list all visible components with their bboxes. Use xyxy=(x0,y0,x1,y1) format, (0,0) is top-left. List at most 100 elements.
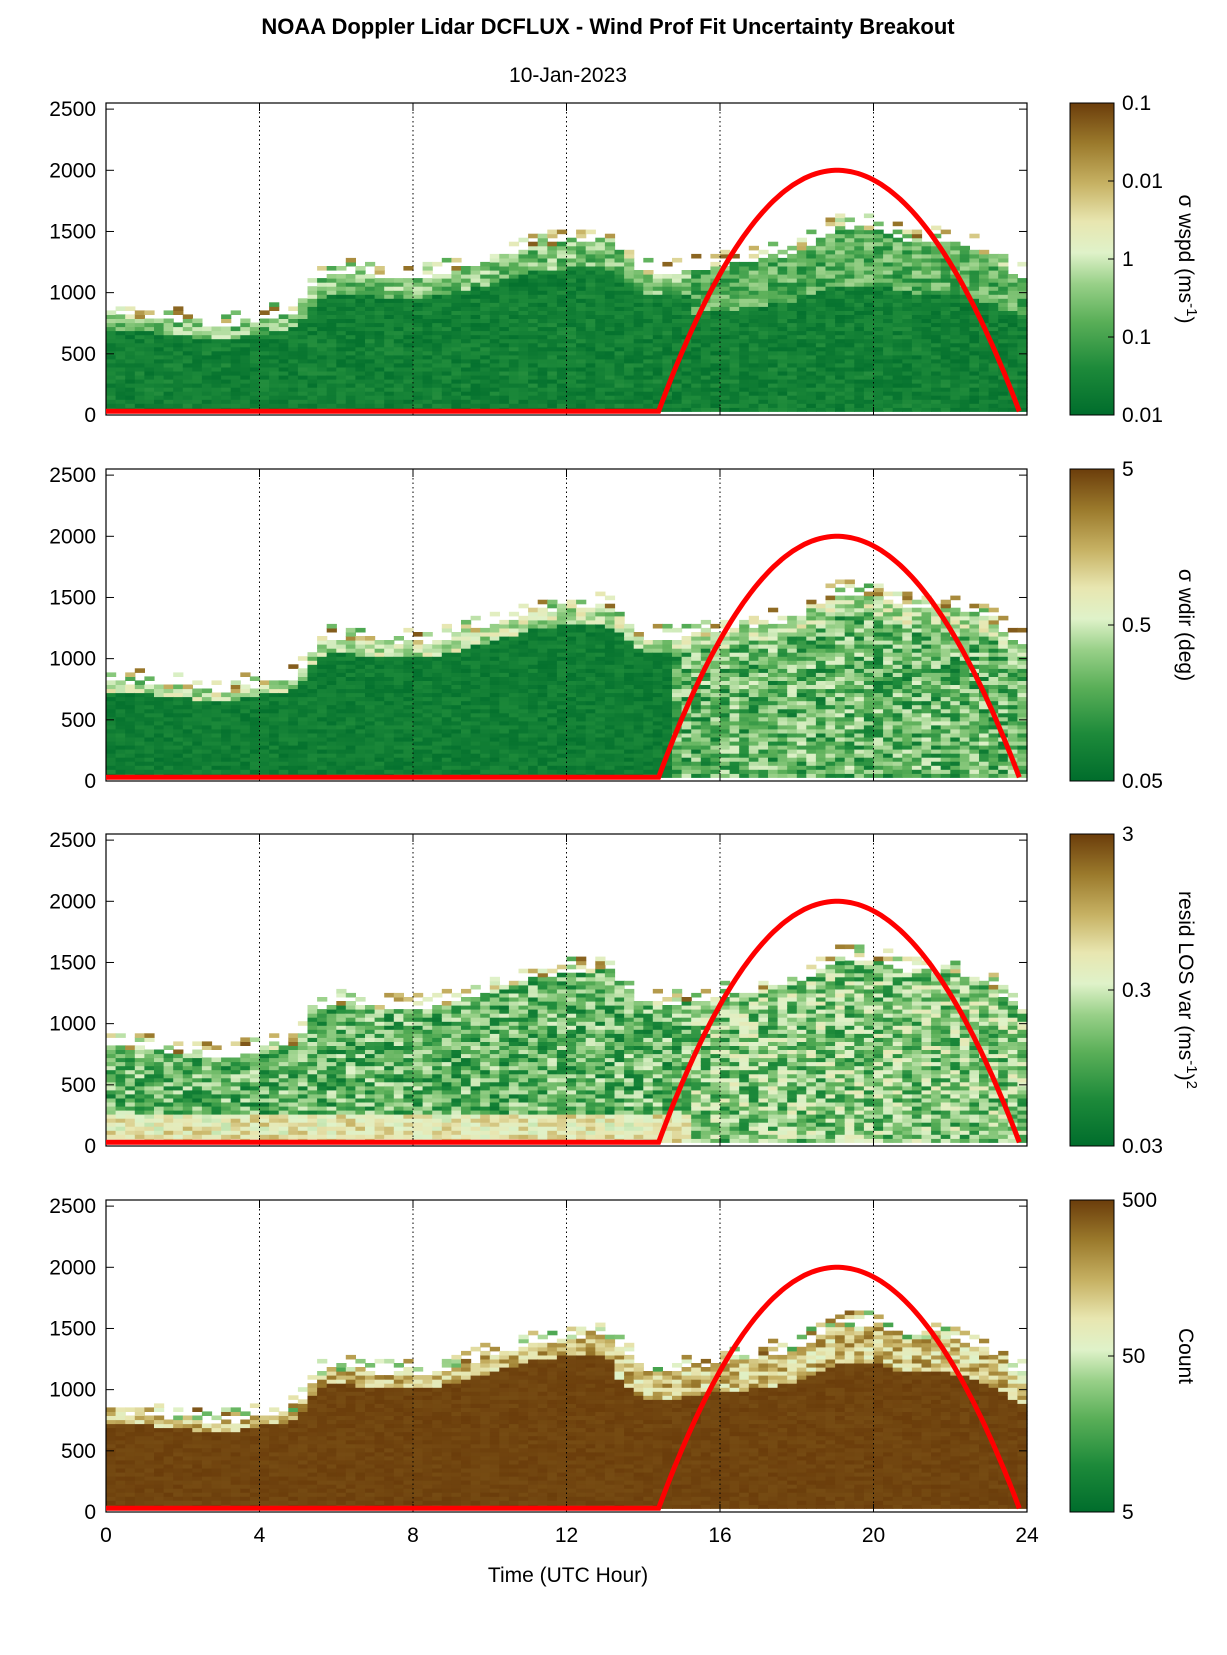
heatmap-cell xyxy=(796,241,807,247)
heatmap-cell xyxy=(201,330,213,336)
heatmap-cell xyxy=(700,290,711,295)
heatmap-cell xyxy=(365,399,376,404)
heatmap-cell xyxy=(873,371,884,376)
heatmap-cell xyxy=(873,241,884,247)
heatmap-cell xyxy=(643,379,654,384)
heatmap-cell xyxy=(259,761,270,766)
heatmap-cell xyxy=(528,366,539,372)
heatmap-cell xyxy=(393,761,404,766)
heatmap-cell xyxy=(441,375,452,380)
heatmap-cell xyxy=(710,318,721,324)
heatmap-cell xyxy=(662,350,673,356)
heatmap-cell xyxy=(883,306,894,311)
heatmap-cell xyxy=(691,302,702,307)
heatmap-cell xyxy=(374,366,385,372)
heatmap-cell xyxy=(441,672,452,677)
heatmap-cell xyxy=(1017,326,1028,332)
heatmap-cell xyxy=(911,326,923,332)
heatmap-cell xyxy=(691,274,702,279)
heatmap-cell xyxy=(748,282,759,287)
heatmap-cell xyxy=(422,684,433,690)
heatmap-cell xyxy=(249,737,261,742)
heatmap-cell xyxy=(940,338,951,344)
heatmap-cell xyxy=(288,334,299,340)
heatmap-cell xyxy=(748,354,759,360)
heatmap-cell xyxy=(508,753,520,758)
heatmap-cell xyxy=(499,257,510,263)
heatmap-cell xyxy=(499,282,510,287)
heatmap-cell xyxy=(825,314,836,319)
heatmap-cell xyxy=(413,306,424,311)
heatmap-cell xyxy=(681,314,692,319)
heatmap-cell xyxy=(614,330,625,336)
heatmap-cell xyxy=(950,342,961,348)
heatmap-cell xyxy=(969,274,980,279)
heatmap-cell xyxy=(1017,334,1028,340)
heatmap-cell xyxy=(374,294,385,299)
heatmap-cell xyxy=(269,741,280,746)
heatmap-cell xyxy=(470,270,481,275)
heatmap-cell xyxy=(374,660,385,665)
heatmap-cell xyxy=(384,326,395,332)
heatmap-cell xyxy=(365,282,376,287)
heatmap-cell xyxy=(326,282,337,287)
heatmap-cell xyxy=(297,306,309,311)
heatmap-cell xyxy=(633,375,644,380)
heatmap-cell xyxy=(384,668,395,673)
heatmap-cell xyxy=(720,371,731,376)
heatmap-cell xyxy=(892,302,903,307)
heatmap-cell xyxy=(441,668,452,673)
heatmap-cell xyxy=(182,724,193,730)
heatmap-cell xyxy=(969,383,980,388)
heatmap-cell xyxy=(748,326,759,332)
heatmap-cell xyxy=(278,769,289,774)
heatmap-cell xyxy=(556,350,568,356)
heatmap-cell xyxy=(269,322,280,328)
heatmap-cell xyxy=(988,338,999,344)
heatmap-cell xyxy=(508,383,520,388)
heatmap-cell xyxy=(921,362,932,368)
heatmap-cell xyxy=(911,310,923,315)
heatmap-cell xyxy=(374,724,385,730)
heatmap-cell xyxy=(796,366,807,372)
heatmap-cell xyxy=(854,294,865,299)
heatmap-cell xyxy=(758,294,769,299)
heatmap-cell xyxy=(777,342,788,348)
heatmap-cell xyxy=(297,684,309,690)
heatmap-cell xyxy=(528,676,539,681)
heatmap-cell xyxy=(835,407,846,412)
heatmap-cell xyxy=(796,407,807,412)
heatmap-cell xyxy=(883,310,894,315)
heatmap-cell xyxy=(470,720,481,726)
heatmap-cell xyxy=(125,318,136,324)
heatmap-cell xyxy=(249,745,261,750)
heatmap-cell xyxy=(154,379,165,384)
heatmap-cell xyxy=(115,395,126,400)
heatmap-cell xyxy=(240,761,251,766)
heatmap-cell xyxy=(480,290,491,295)
heatmap-cell xyxy=(326,266,337,271)
heatmap-cell xyxy=(595,302,606,307)
heatmap-cell xyxy=(336,395,347,400)
heatmap-cell xyxy=(106,680,117,685)
heatmap-cell xyxy=(537,274,548,279)
heatmap-cell xyxy=(441,395,452,400)
heatmap-cell xyxy=(815,346,827,352)
heatmap-cell xyxy=(576,322,587,328)
heatmap-cell xyxy=(940,306,951,311)
heatmap-cell xyxy=(163,761,174,766)
heatmap-cell xyxy=(959,375,970,380)
heatmap-cell xyxy=(489,644,500,649)
heatmap-cell xyxy=(499,757,510,762)
heatmap-cell xyxy=(979,366,990,372)
heatmap-cell xyxy=(317,656,328,661)
heatmap-cell xyxy=(499,619,510,625)
heatmap-cell xyxy=(307,724,318,730)
heatmap-cell xyxy=(451,391,462,396)
heatmap-cell xyxy=(336,302,347,307)
heatmap-cell xyxy=(240,728,251,734)
heatmap-cell xyxy=(480,270,491,275)
heatmap-cell xyxy=(537,644,548,649)
heatmap-cell xyxy=(297,696,309,702)
heatmap-cell xyxy=(1017,310,1028,315)
